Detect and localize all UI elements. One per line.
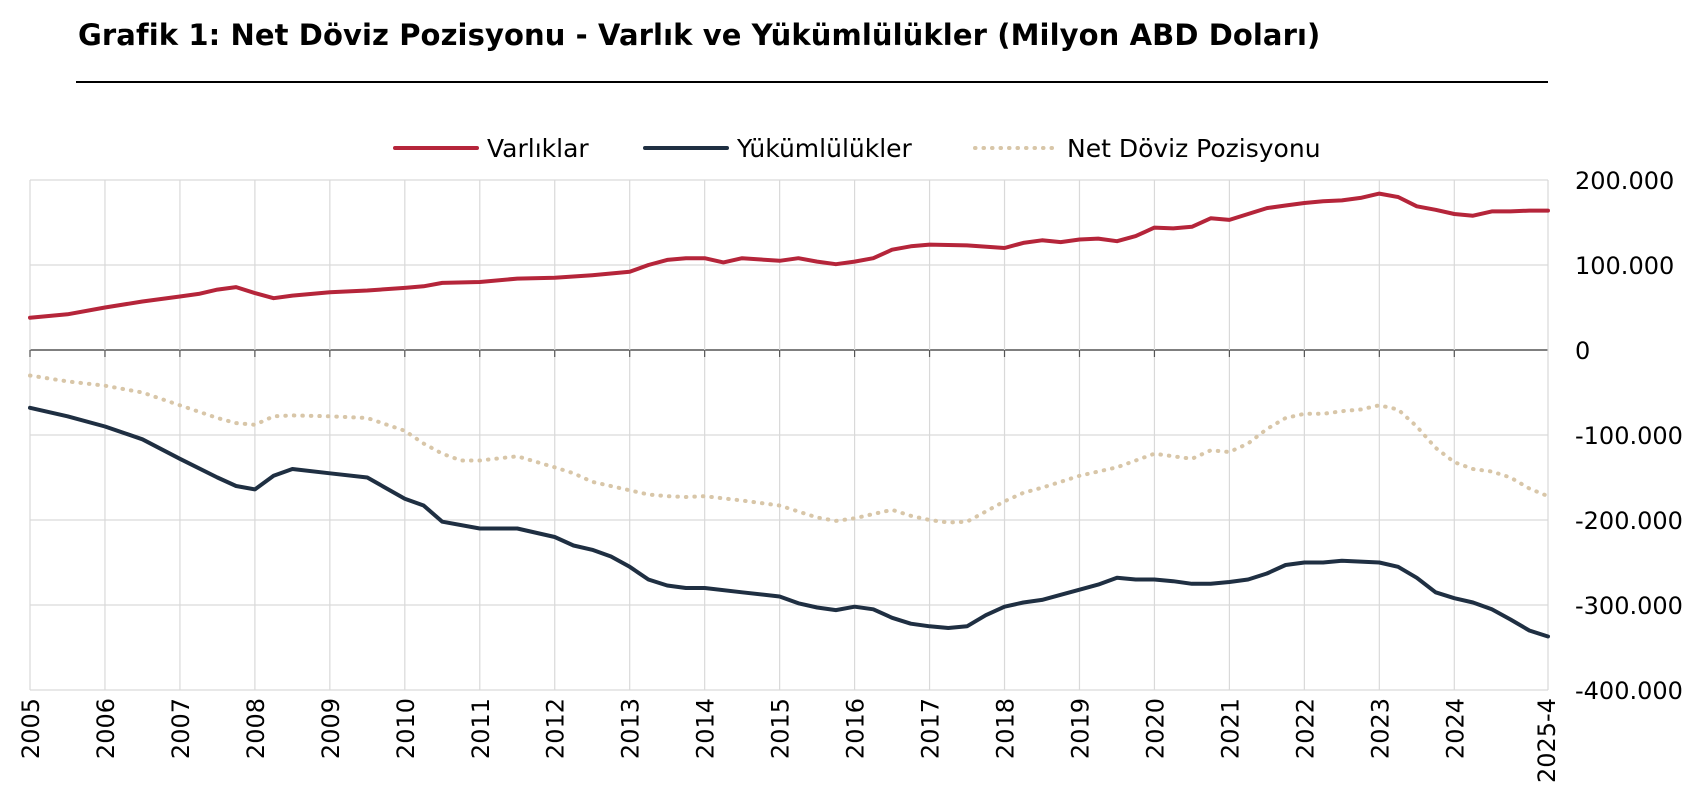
- chart-title: Grafik 1: Net Döviz Pozisyonu - Varlık v…: [78, 18, 1321, 52]
- title-divider: [76, 81, 1548, 83]
- x-tick-label: 2015: [767, 698, 795, 759]
- x-tick-label: 2017: [917, 698, 945, 759]
- x-tick-label: 2009: [317, 698, 345, 759]
- x-tick-label: 2005: [17, 698, 45, 759]
- x-tick-label: 2014: [692, 698, 720, 759]
- y-tick-label: -200.000: [1575, 507, 1683, 535]
- x-tick-label: 2022: [1291, 698, 1319, 759]
- net-position-series-line: [28, 373, 1550, 525]
- x-tick-label-last: 2025-4: [1533, 698, 1561, 783]
- y-tick-label: -300.000: [1575, 592, 1683, 620]
- x-tick-label: 2011: [467, 698, 495, 759]
- legend-label: Yükümlülükler: [736, 134, 913, 163]
- x-tick-label: 2013: [617, 698, 645, 759]
- x-tick-label: 2024: [1441, 698, 1469, 759]
- x-tick-label: 2021: [1216, 698, 1244, 759]
- x-tick-label: 2008: [242, 698, 270, 759]
- x-tick-label: 2010: [392, 698, 420, 759]
- legend-label: Varlıklar: [487, 134, 589, 163]
- y-tick-label: -400.000: [1575, 677, 1683, 705]
- x-tick-label: 2020: [1141, 698, 1169, 759]
- x-tick-label: 2012: [542, 698, 570, 759]
- liabilities-series-line: [28, 405, 1550, 639]
- x-tick-label: 2019: [1066, 698, 1094, 759]
- y-tick-label: 0: [1575, 337, 1590, 365]
- y-tick-label: 100.000: [1575, 252, 1674, 280]
- assets-series-line: [28, 191, 1550, 320]
- y-tick-label: 200.000: [1575, 167, 1674, 195]
- legend-label: Net Döviz Pozisyonu: [1067, 134, 1321, 163]
- x-tick-label: 2023: [1366, 698, 1394, 759]
- y-tick-label: -100.000: [1575, 422, 1683, 450]
- x-tick-label: 2018: [992, 698, 1020, 759]
- x-tick-label: 2007: [167, 698, 195, 759]
- x-tick-label: 2016: [842, 698, 870, 759]
- x-tick-label: 2006: [92, 698, 120, 759]
